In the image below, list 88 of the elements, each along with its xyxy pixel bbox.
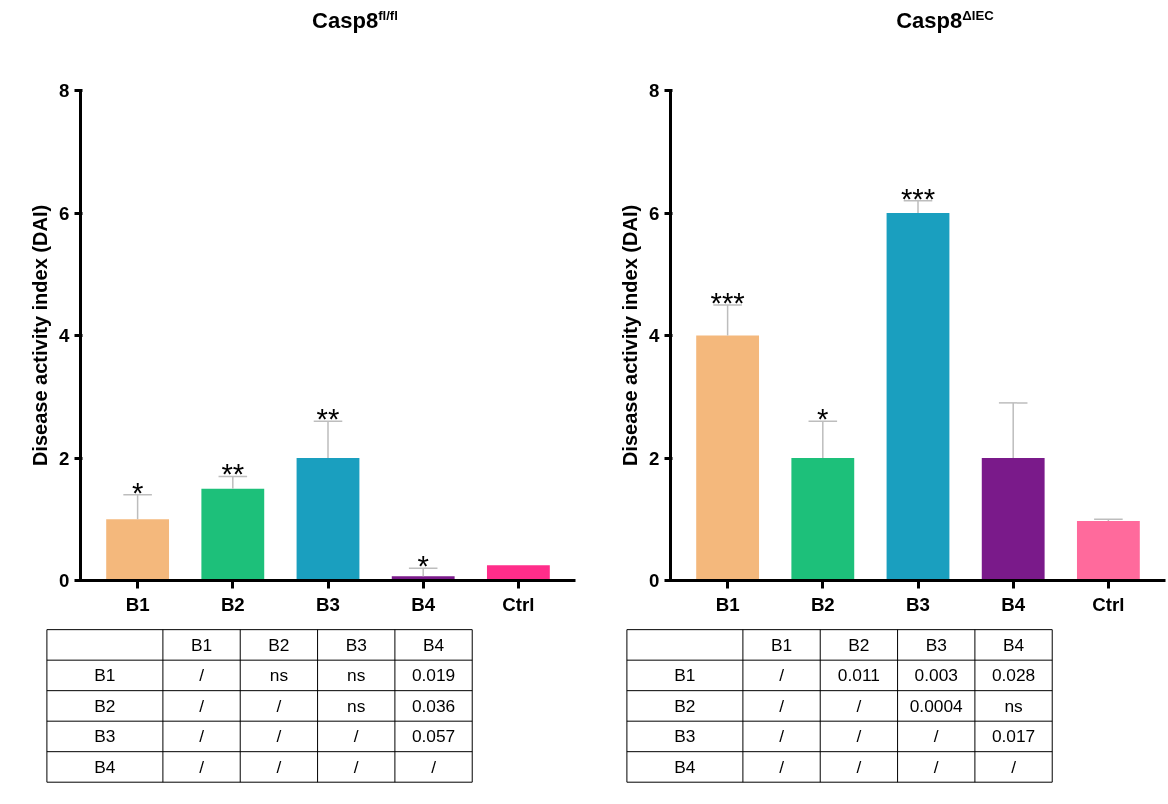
y-tick-label: B2 — [94, 695, 116, 716]
x-tick-label: B2 — [268, 634, 290, 655]
chart-title: Casp8$^{ΔIEC}$ — [896, 6, 994, 35]
text: 0.003 — [914, 665, 958, 686]
text: / — [779, 726, 784, 747]
bar — [981, 458, 1045, 581]
annotation: ** — [221, 457, 245, 491]
y-tick-label: B2 — [674, 695, 696, 716]
text: / — [933, 726, 939, 747]
text: 0.011 — [837, 665, 880, 686]
y-tick-label: B4 — [94, 756, 116, 777]
x-tick-label: B3 — [345, 634, 367, 655]
annotation: * — [817, 402, 829, 436]
y-tick-label: B3 — [94, 726, 116, 747]
x-tick-label: B1 — [125, 593, 150, 615]
bar — [486, 565, 550, 581]
text: / — [199, 726, 204, 747]
annotation: * — [417, 549, 429, 583]
x-tick-label: B3 — [906, 593, 930, 615]
x-tick-label: B1 — [715, 593, 740, 615]
text: / — [779, 665, 784, 686]
text: / — [856, 726, 862, 747]
bar — [1076, 521, 1140, 581]
text: / — [199, 665, 204, 686]
x-tick-label: B4 — [1001, 593, 1026, 615]
text: / — [199, 756, 204, 777]
text: / — [856, 695, 862, 716]
x-tick-label: B2 — [810, 593, 835, 615]
y-tick-label: B1 — [674, 665, 696, 686]
text: / — [353, 726, 359, 747]
text: ns — [1004, 695, 1023, 716]
y-tick-label: 4 — [59, 325, 71, 346]
y-tick-label: 0 — [649, 570, 660, 591]
annotation: * — [131, 475, 144, 509]
text: / — [933, 756, 939, 777]
x-tick-label: B4 — [411, 593, 436, 615]
y-tick-label: 8 — [59, 80, 70, 101]
x-tick-label: B4 — [1002, 634, 1025, 655]
y-tick-label: 6 — [649, 202, 660, 224]
y-tick-label: 2 — [649, 447, 660, 469]
text: ns — [347, 665, 366, 686]
text: / — [276, 695, 282, 716]
text: / — [431, 756, 436, 777]
chart-title: Casp8$^{fl/fl}$ — [312, 6, 398, 35]
bar — [296, 458, 360, 581]
text: 0.036 — [411, 695, 456, 716]
x-tick-label: B2 — [848, 634, 870, 655]
y-axis-title: Disease activity index (DAI) — [619, 204, 642, 467]
y-tick-label: B3 — [674, 726, 696, 747]
annotation: *** — [710, 285, 745, 319]
y-axis-title: Disease activity index (DAI) — [29, 204, 52, 467]
bar — [886, 213, 950, 581]
y-tick-label: B4 — [674, 756, 696, 777]
y-tick-label: 2 — [59, 447, 70, 469]
bar — [791, 458, 855, 581]
y-tick-label: 8 — [649, 80, 660, 101]
x-tick-label: B3 — [316, 593, 340, 615]
bar — [106, 519, 170, 581]
text: 0.0004 — [909, 695, 963, 716]
x-tick-label: B2 — [220, 593, 245, 615]
text: / — [779, 695, 784, 716]
annotation: ** — [316, 402, 340, 436]
x-tick-label: Ctrl — [1092, 593, 1125, 615]
annotation: *** — [900, 181, 936, 215]
x-tick-label: Ctrl — [502, 593, 535, 615]
y-tick-label: 0 — [59, 570, 70, 591]
text: 0.028 — [991, 665, 1036, 686]
x-tick-label: B3 — [925, 634, 947, 655]
text: / — [1011, 756, 1016, 777]
text: 0.017 — [991, 726, 1036, 747]
text: 0.019 — [411, 665, 456, 686]
text: 0.057 — [411, 726, 456, 747]
x-tick-label: B4 — [422, 634, 445, 655]
text: / — [276, 756, 282, 777]
y-tick-label: 6 — [59, 202, 70, 224]
text: / — [276, 726, 282, 747]
text: ns — [269, 665, 289, 686]
y-tick-label: 4 — [649, 325, 661, 346]
x-tick-label: B1 — [770, 634, 793, 655]
bar — [696, 335, 760, 581]
text: / — [856, 756, 862, 777]
text: / — [353, 756, 359, 777]
y-tick-label: B1 — [94, 665, 116, 686]
x-tick-label: B1 — [190, 634, 213, 655]
text: ns — [347, 695, 366, 716]
text: / — [779, 756, 784, 777]
bar — [201, 488, 265, 581]
text: / — [199, 695, 204, 716]
